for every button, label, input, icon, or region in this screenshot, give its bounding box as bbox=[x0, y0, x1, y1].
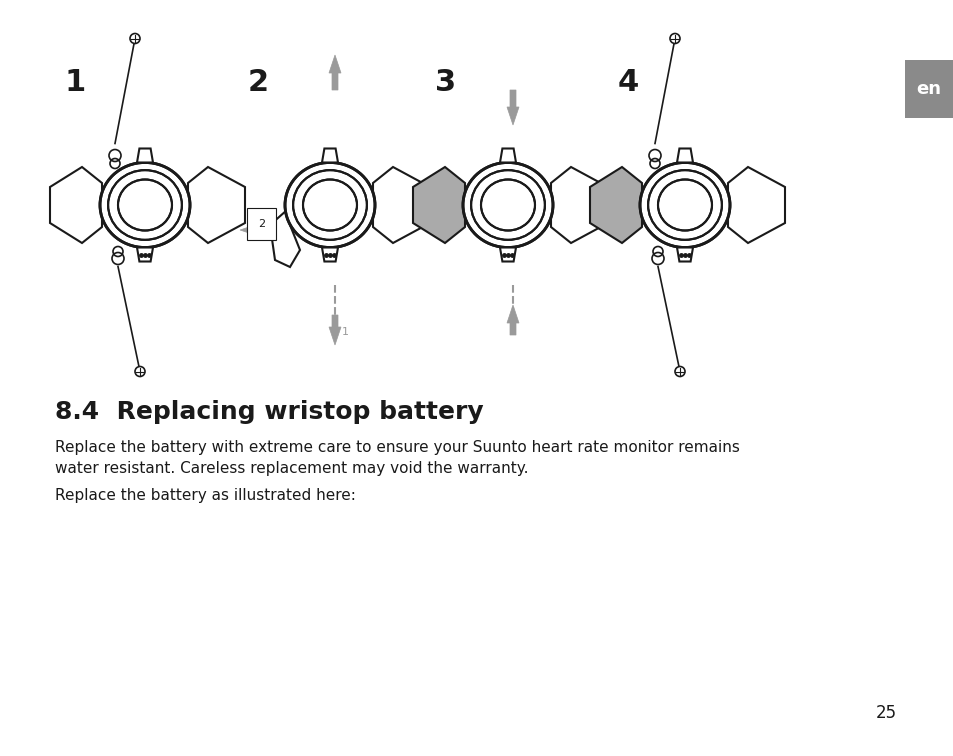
Text: 25: 25 bbox=[875, 704, 896, 722]
Polygon shape bbox=[240, 225, 265, 235]
Polygon shape bbox=[373, 167, 430, 243]
Polygon shape bbox=[188, 167, 245, 243]
Circle shape bbox=[669, 33, 679, 44]
Polygon shape bbox=[322, 247, 337, 262]
Polygon shape bbox=[506, 305, 518, 335]
Polygon shape bbox=[137, 148, 152, 163]
Text: 8.4  Replacing wristop battery: 8.4 Replacing wristop battery bbox=[55, 400, 483, 424]
Text: 3: 3 bbox=[435, 68, 456, 97]
Text: 1: 1 bbox=[341, 327, 349, 337]
Polygon shape bbox=[589, 167, 641, 243]
Polygon shape bbox=[677, 148, 692, 163]
Text: 2: 2 bbox=[257, 219, 265, 229]
Text: 1: 1 bbox=[65, 68, 86, 97]
Polygon shape bbox=[270, 210, 299, 267]
Polygon shape bbox=[322, 148, 337, 163]
Circle shape bbox=[135, 367, 145, 376]
Polygon shape bbox=[329, 55, 340, 90]
Ellipse shape bbox=[285, 163, 375, 247]
Ellipse shape bbox=[100, 163, 190, 247]
Polygon shape bbox=[727, 167, 784, 243]
Polygon shape bbox=[137, 247, 152, 262]
Text: Replace the battery as illustrated here:: Replace the battery as illustrated here: bbox=[55, 488, 355, 503]
Ellipse shape bbox=[462, 163, 553, 247]
Ellipse shape bbox=[639, 163, 729, 247]
Text: 2: 2 bbox=[248, 68, 269, 97]
Text: en: en bbox=[916, 80, 941, 98]
Polygon shape bbox=[50, 167, 102, 243]
Polygon shape bbox=[413, 167, 464, 243]
Circle shape bbox=[130, 33, 140, 44]
Polygon shape bbox=[329, 315, 340, 345]
Polygon shape bbox=[499, 148, 516, 163]
Polygon shape bbox=[551, 167, 607, 243]
FancyBboxPatch shape bbox=[904, 60, 953, 118]
Text: 4: 4 bbox=[618, 68, 639, 97]
Circle shape bbox=[675, 367, 684, 376]
Polygon shape bbox=[499, 247, 516, 262]
Text: Replace the battery with extreme care to ensure your Suunto heart rate monitor r: Replace the battery with extreme care to… bbox=[55, 440, 740, 476]
Polygon shape bbox=[677, 247, 692, 262]
Polygon shape bbox=[506, 90, 518, 125]
